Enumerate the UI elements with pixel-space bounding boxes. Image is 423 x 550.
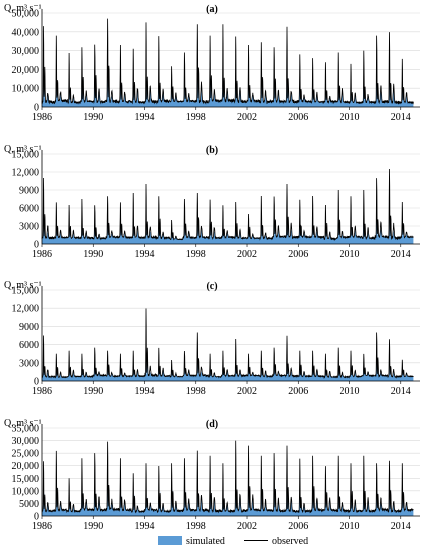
legend-simulated-swatch: [158, 536, 182, 545]
x-tick-label: 1998: [186, 386, 206, 397]
y-tick-label: 0: [34, 377, 39, 388]
x-tick-label: 1986: [32, 386, 52, 397]
y-axis-title: Q, m³ s⁻¹: [4, 280, 42, 291]
x-tick-label: 1990: [83, 386, 103, 397]
y-tick-label: 12,000: [12, 168, 40, 179]
y-axis-title: Q, m³ s⁻¹: [4, 144, 42, 155]
y-tick-label: 9000: [19, 322, 39, 333]
x-tick-label: 2006: [288, 112, 308, 123]
panel-label: (b): [206, 145, 218, 156]
x-tick-label: 1998: [186, 112, 206, 123]
y-tick-label: 25,000: [12, 449, 40, 460]
panel-c: 0 3000 6000 9000 12,000 15,000 1986 1990 1994 199…: [4, 280, 420, 397]
y-tick-label: 6000: [19, 204, 39, 215]
panel-a: 0 10,000 20,000 30,000 40,000 50,000 1986 1990 1…: [4, 3, 420, 123]
y-tick-label: 35,000: [12, 424, 40, 435]
x-tick-label: 2002: [237, 386, 257, 397]
x-tick-label: 2010: [340, 521, 360, 532]
panel-label: (d): [206, 419, 218, 430]
y-tick-label: 30,000: [12, 436, 40, 447]
y-tick-label: 15,000: [12, 150, 40, 161]
x-tick-label: 1986: [32, 249, 52, 260]
legend-simulated-label: simulated: [186, 536, 225, 547]
y-tick-label: 0: [34, 103, 39, 114]
legend: simulated observed: [158, 536, 308, 547]
x-tick-label: 1998: [186, 249, 206, 260]
series-observed-line: [41, 308, 414, 379]
y-tick-label: 3000: [19, 358, 39, 369]
y-tick-label: 15,000: [12, 474, 40, 485]
y-tick-label: 20,000: [12, 461, 40, 472]
panel-b: 0 3000 6000 9000 12,000 15,000 1986 1990 1994 199…: [4, 144, 420, 260]
x-tick-label: 2014: [391, 521, 411, 532]
x-tick-label: 2002: [237, 249, 257, 260]
chart-panels: 0 10,000 20,000 30,000 40,000 50,000 1986 1990 1…: [4, 3, 420, 532]
panel-label: (a): [206, 4, 218, 15]
x-tick-label: 2006: [288, 386, 308, 397]
x-tick-label: 2014: [391, 386, 411, 397]
x-tick-label: 1994: [135, 521, 155, 532]
x-tick-label: 1986: [32, 521, 52, 532]
series-observed-line: [41, 440, 414, 514]
x-tick-label: 2002: [237, 521, 257, 532]
y-tick-label: 5000: [19, 499, 39, 510]
x-tick-label: 2014: [391, 112, 411, 123]
x-tick-label: 2010: [340, 249, 360, 260]
y-tick-label: 50,000: [12, 9, 40, 20]
y-tick-label: 0: [34, 240, 39, 251]
y-tick-label: 40,000: [12, 27, 40, 38]
x-tick-label: 1994: [135, 249, 155, 260]
x-tick-label: 1986: [32, 112, 52, 123]
x-tick-label: 2006: [288, 521, 308, 532]
y-tick-label: 20,000: [12, 65, 40, 76]
y-axis-title: Q, m³ s⁻¹: [4, 418, 42, 429]
x-tick-label: 2014: [391, 249, 411, 260]
x-tick-label: 1998: [186, 521, 206, 532]
y-tick-label: 12,000: [12, 304, 40, 315]
x-tick-label: 1990: [83, 112, 103, 123]
y-tick-label: 9000: [19, 186, 39, 197]
x-tick-label: 1990: [83, 249, 103, 260]
y-axis-title: Q, m³ s⁻¹: [4, 3, 42, 14]
x-tick-label: 1994: [135, 386, 155, 397]
y-tick-label: 30,000: [12, 46, 40, 57]
y-tick-label: 10,000: [12, 84, 40, 95]
y-tick-label: 0: [34, 512, 39, 523]
x-tick-label: 2006: [288, 249, 308, 260]
x-tick-label: 1990: [83, 521, 103, 532]
y-tick-label: 10,000: [12, 486, 40, 497]
x-tick-label: 1994: [135, 112, 155, 123]
y-tick-label: 6000: [19, 340, 39, 351]
y-tick-label: 15,000: [12, 286, 40, 297]
y-tick-label: 3000: [19, 222, 39, 233]
x-tick-label: 2010: [340, 386, 360, 397]
series-simulated-area: [42, 457, 414, 516]
series-observed-line: [41, 168, 414, 241]
x-tick-label: 2010: [340, 112, 360, 123]
x-tick-label: 2002: [237, 112, 257, 123]
panel-label: (c): [206, 281, 217, 292]
series-observed-line: [41, 18, 414, 105]
legend-observed-label: observed: [272, 536, 308, 547]
